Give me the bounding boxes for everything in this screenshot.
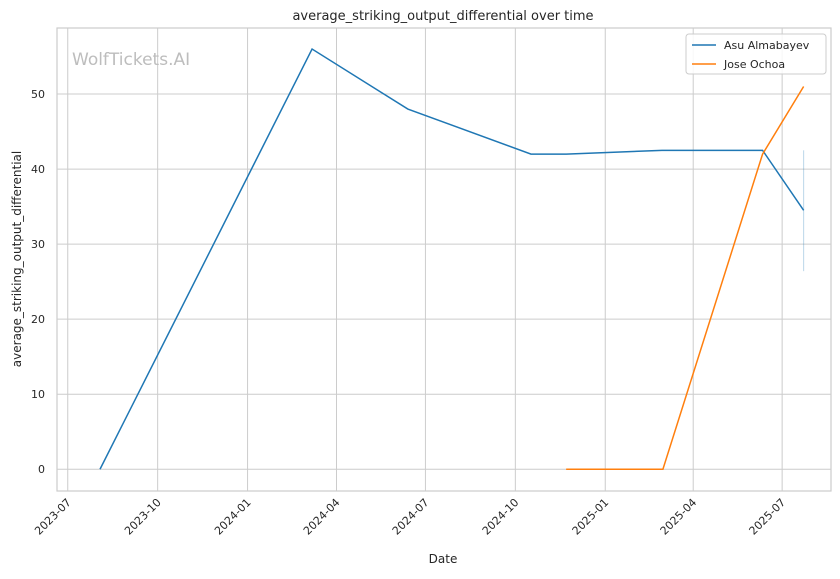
- y-tick-label: 50: [31, 88, 45, 101]
- x-tick-label: 2025-07: [747, 496, 789, 538]
- x-tick-label: 2024-01: [212, 496, 254, 538]
- legend-entry-1: Jose Ochoa: [723, 58, 785, 71]
- series-line-0: [100, 49, 804, 469]
- legend-entry-0: Asu Almabayev: [724, 39, 810, 52]
- watermark: WolfTickets.AI: [72, 50, 190, 70]
- x-tick-label: 2023-10: [122, 496, 164, 538]
- y-tick-label: 20: [31, 313, 45, 326]
- x-tick-label: 2024-04: [301, 496, 343, 538]
- y-tick-label: 10: [31, 388, 45, 401]
- x-tick-label: 2024-07: [390, 496, 432, 538]
- plot-frame: [57, 28, 831, 491]
- y-tick-label: 40: [31, 163, 45, 176]
- x-tick-label: 2024-10: [480, 496, 522, 538]
- x-tick-label: 2023-07: [32, 496, 74, 538]
- x-tick-label: 2025-04: [658, 496, 700, 538]
- y-tick-label: 0: [38, 463, 45, 476]
- x-axis-label: Date: [429, 552, 458, 566]
- chart-title: average_striking_output_differential ove…: [292, 9, 593, 24]
- legend: Asu Almabayev Jose Ochoa: [686, 34, 826, 74]
- x-tick-label: 2025-01: [570, 496, 612, 538]
- y-axis-label: average_striking_output_differential: [10, 151, 24, 367]
- y-tick-label: 30: [31, 238, 45, 251]
- series-line-1: [566, 87, 803, 470]
